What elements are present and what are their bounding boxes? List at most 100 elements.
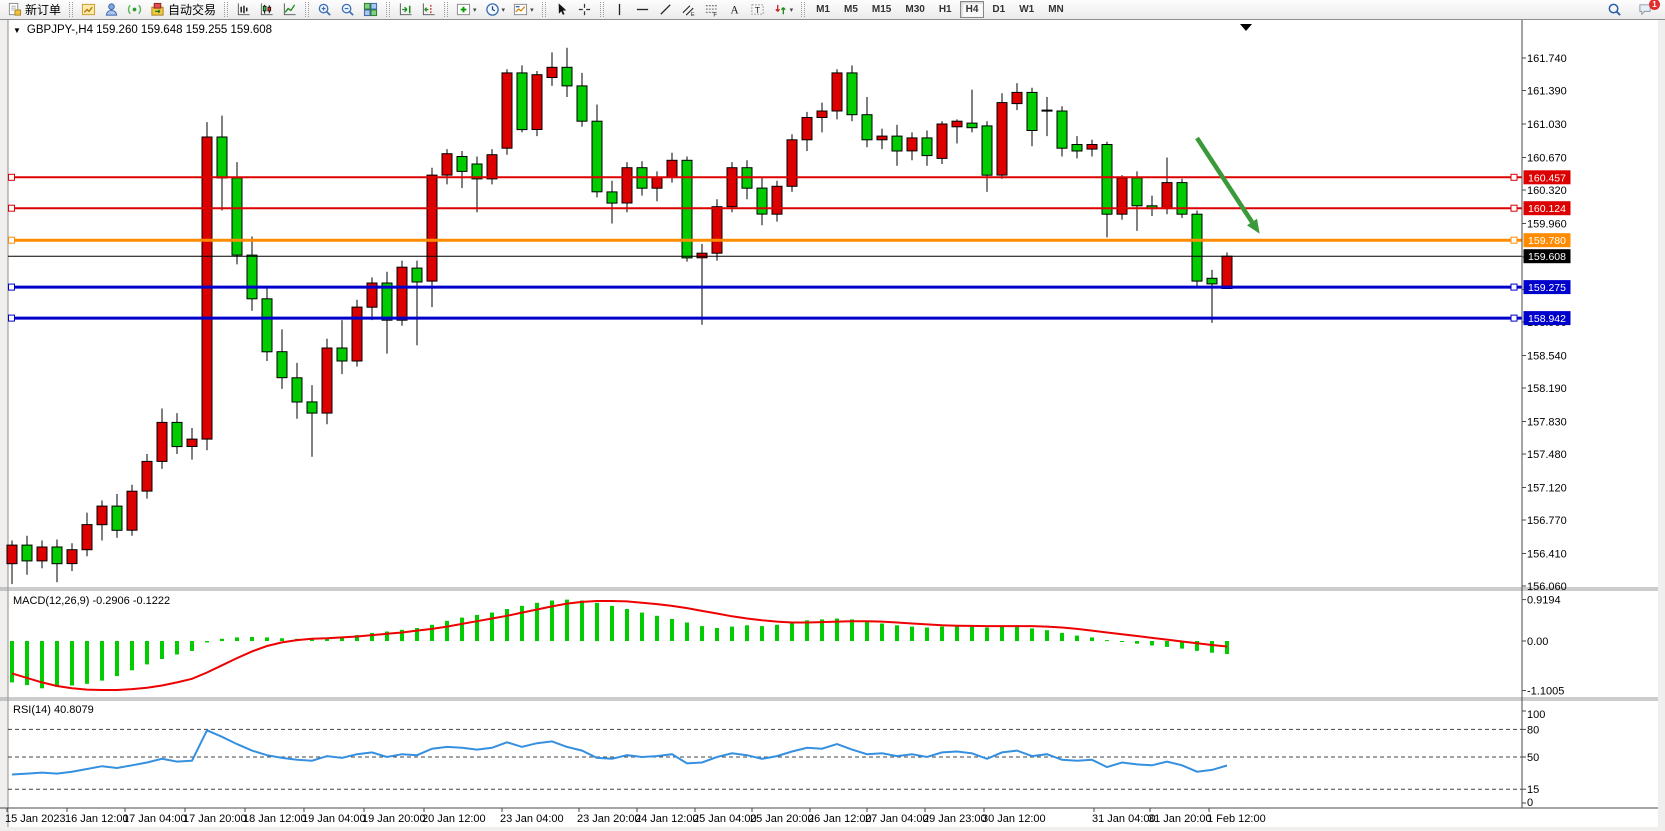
hline-handle[interactable] (1510, 204, 1518, 212)
svg-text:24 Jan 12:00: 24 Jan 12:00 (635, 813, 699, 825)
price-scale[interactable] (1522, 20, 1658, 808)
svg-text:159.960: 159.960 (1527, 219, 1567, 231)
svg-text:1 Feb 12:00: 1 Feb 12:00 (1207, 813, 1266, 825)
macd-bar (700, 626, 704, 641)
signals-button[interactable] (124, 0, 145, 19)
hline-handle[interactable] (8, 204, 15, 212)
timeframe-d1-button[interactable]: D1 (992, 4, 1006, 15)
macd-bar (745, 625, 749, 642)
candle-body (576, 85, 588, 122)
hline-handle[interactable] (8, 314, 15, 322)
timeframe-h1-button[interactable]: H1 (938, 4, 952, 15)
search-button[interactable] (1604, 0, 1625, 19)
candle-body (771, 185, 783, 215)
auto-scroll-button[interactable] (395, 0, 416, 19)
macd-bar (25, 641, 29, 686)
macd-bar (10, 641, 14, 683)
periods-button[interactable]: ▾ (482, 0, 509, 19)
macd-bar (265, 637, 269, 641)
chevron-down-icon[interactable]: ▾ (501, 6, 506, 14)
svg-text:17 Jan 04:00: 17 Jan 04:00 (123, 813, 187, 825)
candle-body (441, 153, 453, 176)
hline-handle[interactable] (1510, 314, 1518, 322)
crosshair-button[interactable] (574, 0, 595, 19)
channel-button[interactable]: E (678, 0, 699, 19)
svg-text:A: A (730, 5, 739, 17)
tile-windows-button[interactable] (360, 0, 381, 19)
timeframe-m1-button[interactable]: M1 (816, 4, 830, 15)
macd-bar (310, 639, 314, 641)
trendline-button[interactable] (655, 0, 676, 19)
chart-shift-marker-icon[interactable] (1240, 24, 1252, 31)
notifications-button[interactable]: 1 (1635, 0, 1660, 19)
hline-handle[interactable] (1510, 236, 1518, 244)
notification-badge: 1 (1649, 0, 1660, 10)
candle-body (81, 524, 93, 551)
chevron-down-icon[interactable]: ▾ (530, 6, 534, 14)
macd-bar (940, 626, 944, 641)
shapes-button[interactable]: ▾ (770, 0, 797, 19)
candle-body (1101, 144, 1113, 215)
zoom-in-button[interactable] (314, 0, 335, 19)
bar-chart-button[interactable] (233, 0, 254, 19)
macd-bar (880, 623, 884, 641)
chart-title: ▼ GBPJPY-,H4 159.260 159.648 159.255 159… (13, 24, 272, 36)
arrow-annotation[interactable] (1195, 136, 1260, 234)
macd-bar (1210, 641, 1214, 653)
text-button[interactable]: A (724, 0, 745, 19)
hline-handle[interactable] (1510, 173, 1518, 181)
svg-text:156.060: 156.060 (1527, 581, 1567, 593)
rsi-indicator-label: RSI(14) 40.8079 (13, 704, 94, 716)
vertical-line-button[interactable] (609, 0, 630, 19)
collapse-triangle-icon[interactable]: ▼ (13, 25, 21, 35)
zoom-out-button[interactable] (337, 0, 358, 19)
macd-bar (970, 626, 974, 641)
auto-trading-button[interactable]: 自动交易 (147, 0, 219, 19)
toolbar: 新订单 自动交易 ▾ ▾ ▾ E F A T ▾ M1 M5 M15 M30 H1 H4 D1 W1 MN 1 (0, 0, 1665, 20)
macd-bar (220, 638, 224, 642)
toolbar-grip (801, 2, 806, 17)
cursor-button[interactable] (551, 0, 572, 19)
chart-shift-icon (422, 3, 435, 16)
new-order-button[interactable]: 新订单 (4, 0, 64, 19)
timeframe-w1-button[interactable]: W1 (1019, 4, 1035, 15)
line-chart-button[interactable] (279, 0, 300, 19)
macd-signal-line (11, 600, 1228, 691)
candlestick-button[interactable] (256, 0, 277, 19)
timeframe-m5-button[interactable]: M5 (844, 4, 858, 15)
chevron-down-icon[interactable]: ▾ (473, 6, 477, 14)
timeframe-mn-button[interactable]: MN (1048, 4, 1064, 15)
indicators-button[interactable]: ▾ (453, 0, 480, 19)
profile-button[interactable] (101, 0, 122, 19)
timeframe-m15-button[interactable]: M15 (871, 4, 892, 15)
time-scale[interactable] (8, 809, 1522, 827)
candle-body (1071, 144, 1083, 152)
candle-body (51, 546, 63, 565)
hline-handle[interactable] (1510, 283, 1518, 291)
label-button[interactable]: T (747, 0, 768, 19)
candle-body (831, 72, 843, 112)
candle-body (471, 163, 483, 180)
fibonacci-icon: F (705, 5, 717, 17)
chevron-down-icon[interactable]: ▾ (789, 6, 794, 14)
timeframe-m30-button[interactable]: M30 (905, 4, 925, 15)
fibonacci-button[interactable]: F (701, 0, 722, 19)
pane-separator-main-macd[interactable] (8, 587, 1522, 592)
hline-handle[interactable] (8, 236, 15, 244)
chart-window-button[interactable] (78, 0, 99, 19)
new-order-button-label: 新订单 (25, 3, 62, 17)
chart-shift-button[interactable] (418, 0, 439, 19)
templates-button[interactable]: ▾ (510, 0, 537, 19)
hline-handle[interactable] (8, 283, 15, 291)
candle-body (66, 549, 78, 565)
candle-body (1086, 144, 1098, 150)
macd-bar (370, 632, 374, 641)
candle-body (126, 490, 138, 531)
timeframe-h4-button[interactable]: H4 (959, 1, 985, 18)
horizontal-line-button[interactable] (632, 0, 653, 19)
rsi-line (11, 729, 1228, 776)
hline-handle[interactable] (8, 173, 15, 181)
macd-bar (790, 622, 794, 641)
pane-separator-macd-rsi[interactable] (8, 697, 1522, 702)
